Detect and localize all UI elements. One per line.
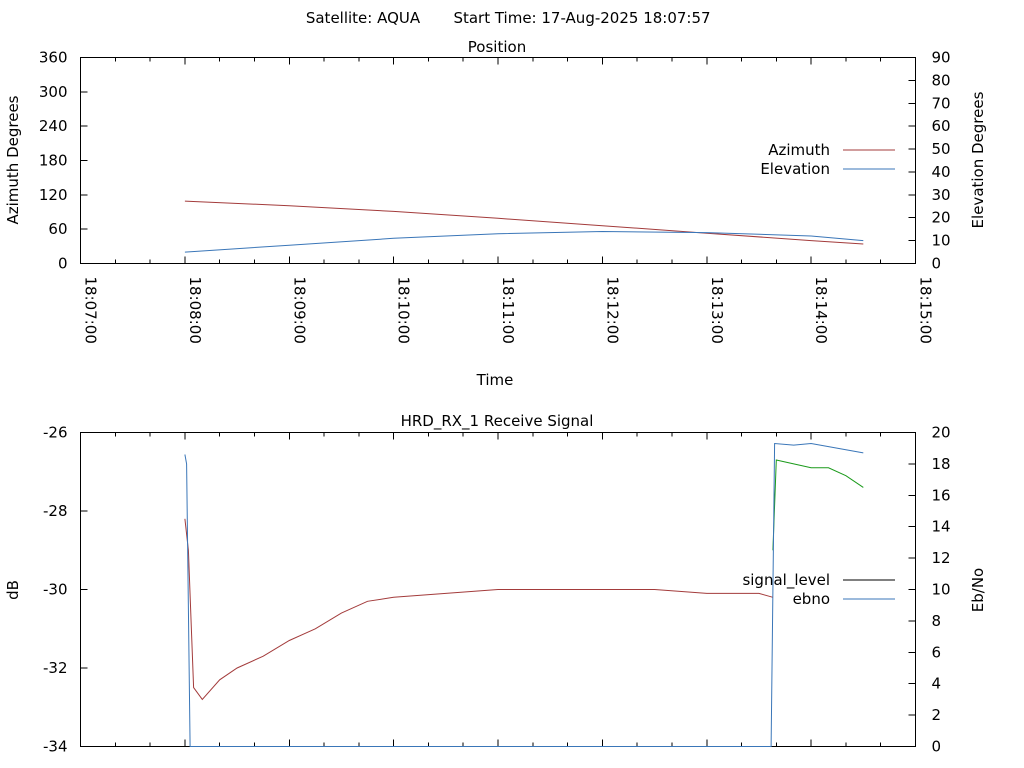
- left-y-tick-label: -34: [43, 738, 68, 756]
- db-axis-label: dB: [4, 580, 22, 600]
- x-tick-label: 18:08:00: [186, 277, 204, 344]
- x-tick-label: 18:11:00: [499, 277, 517, 344]
- left-y-tick-label: 300: [39, 83, 68, 101]
- right-y-tick-label: 90: [932, 49, 951, 67]
- x-tick-label: 18:15:00: [917, 277, 935, 344]
- right-y-tick-label: 0: [932, 255, 942, 273]
- right-y-tick-label: 20: [932, 424, 951, 442]
- time-axis-label: Time: [476, 371, 514, 389]
- right-y-tick-label: 8: [932, 612, 942, 630]
- azimuth-axis-label: Azimuth Degrees: [4, 95, 22, 224]
- x-tick-label: 18:13:00: [708, 277, 726, 344]
- legend-label-elevation: Elevation: [760, 160, 830, 178]
- series-signal-level-locked: [772, 459, 864, 551]
- legend-label-azimuth: Azimuth: [768, 141, 830, 159]
- series-signal-level: [184, 518, 774, 701]
- left-y-tick-label: -30: [43, 581, 68, 599]
- start-time-label: Start Time: 17-Aug-2025 18:07:57: [453, 9, 710, 27]
- series-ebno: [184, 442, 864, 747]
- left-y-tick-label: 240: [39, 117, 68, 135]
- x-tick-label: 18:09:00: [290, 277, 308, 344]
- right-y-tick-label: 30: [932, 186, 951, 204]
- left-y-tick-label: 360: [39, 49, 68, 67]
- right-y-tick-label: 10: [932, 232, 951, 250]
- right-y-tick-label: 6: [932, 643, 942, 661]
- position-chart-title: Position: [468, 38, 526, 56]
- right-y-tick-label: 18: [932, 455, 951, 473]
- left-y-tick-label: -26: [43, 424, 68, 442]
- right-y-tick-label: 2: [932, 706, 942, 724]
- legend-label-ebno: ebno: [793, 590, 830, 608]
- right-y-tick-label: 60: [932, 117, 951, 135]
- right-y-tick-label: 0: [932, 738, 942, 756]
- legend-label-signal-level: signal_level: [742, 571, 830, 590]
- left-y-tick-label: -28: [43, 502, 68, 520]
- x-tick-label: 18:12:00: [603, 277, 621, 344]
- right-y-tick-label: 14: [932, 518, 951, 536]
- series-Azimuth: [184, 200, 864, 245]
- left-y-tick-label: 120: [39, 186, 68, 204]
- right-y-tick-label: 4: [932, 675, 942, 693]
- right-y-tick-label: 12: [932, 549, 951, 567]
- right-y-tick-label: 10: [932, 581, 951, 599]
- series-Elevation: [184, 230, 864, 253]
- right-y-tick-label: 20: [932, 209, 951, 227]
- left-y-tick-label: 180: [39, 152, 68, 170]
- x-tick-label: 18:10:00: [395, 277, 413, 344]
- left-y-tick-label: -32: [43, 659, 68, 677]
- right-y-tick-label: 50: [932, 140, 951, 158]
- right-y-tick-label: 80: [932, 71, 951, 89]
- satellite-label: Satellite: AQUA: [306, 9, 421, 27]
- signal-chart-title: HRD_RX_1 Receive Signal: [401, 412, 594, 431]
- x-tick-label: 18:07:00: [82, 277, 100, 344]
- elevation-axis-label: Elevation Degrees: [969, 91, 987, 228]
- ebno-axis-label: Eb/No: [969, 568, 987, 612]
- right-y-tick-label: 70: [932, 94, 951, 112]
- right-y-tick-label: 16: [932, 486, 951, 504]
- right-y-tick-label: 40: [932, 163, 951, 181]
- left-y-tick-label: 0: [58, 255, 68, 273]
- x-tick-label: 18:14:00: [812, 277, 830, 344]
- left-y-tick-label: 60: [48, 220, 67, 238]
